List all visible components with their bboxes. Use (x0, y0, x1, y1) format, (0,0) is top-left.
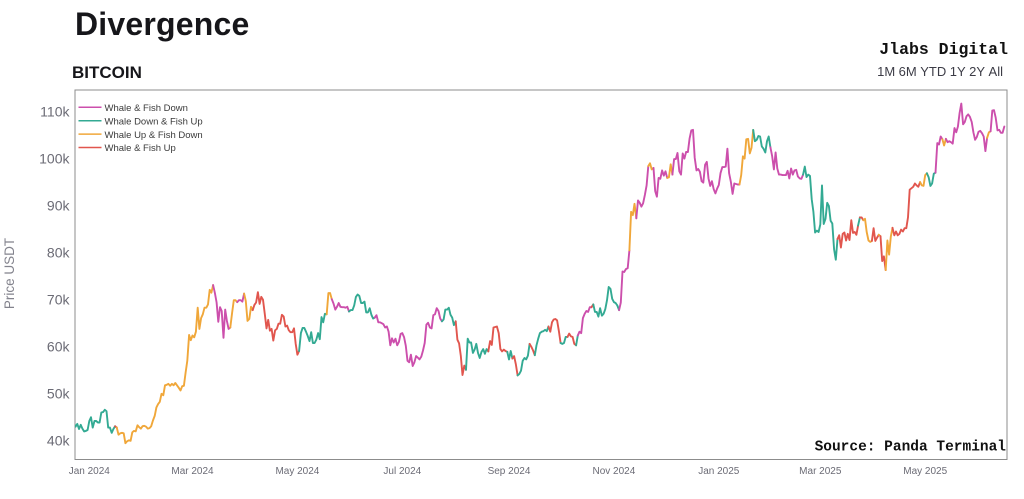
svg-text:70k: 70k (47, 292, 71, 308)
svg-text:Whale & Fish Up: Whale & Fish Up (105, 143, 176, 154)
svg-text:Jul 2024: Jul 2024 (383, 466, 421, 477)
svg-text:Source: Panda Terminal: Source: Panda Terminal (815, 440, 1007, 456)
svg-text:Jan 2025: Jan 2025 (698, 466, 740, 477)
svg-text:40k: 40k (47, 433, 71, 449)
svg-text:80k: 80k (47, 245, 71, 261)
svg-text:Price USDT: Price USDT (2, 238, 17, 309)
svg-text:Whale & Fish Down: Whale & Fish Down (105, 103, 188, 114)
svg-text:Mar 2024: Mar 2024 (171, 466, 214, 477)
svg-text:Sep 2024: Sep 2024 (488, 466, 531, 477)
svg-text:Whale Up & Fish Down: Whale Up & Fish Down (105, 130, 203, 141)
svg-text:Nov 2024: Nov 2024 (592, 466, 635, 477)
svg-text:90k: 90k (47, 198, 71, 214)
svg-text:May 2025: May 2025 (903, 466, 947, 477)
svg-text:50k: 50k (47, 386, 71, 402)
svg-text:110k: 110k (40, 103, 70, 119)
svg-text:Mar 2025: Mar 2025 (799, 466, 842, 477)
svg-text:Jan 2024: Jan 2024 (69, 466, 111, 477)
svg-text:Whale Down & Fish Up: Whale Down & Fish Up (105, 116, 203, 127)
svg-text:100k: 100k (39, 150, 70, 166)
svg-text:May 2024: May 2024 (275, 466, 319, 477)
svg-text:60k: 60k (47, 339, 71, 355)
